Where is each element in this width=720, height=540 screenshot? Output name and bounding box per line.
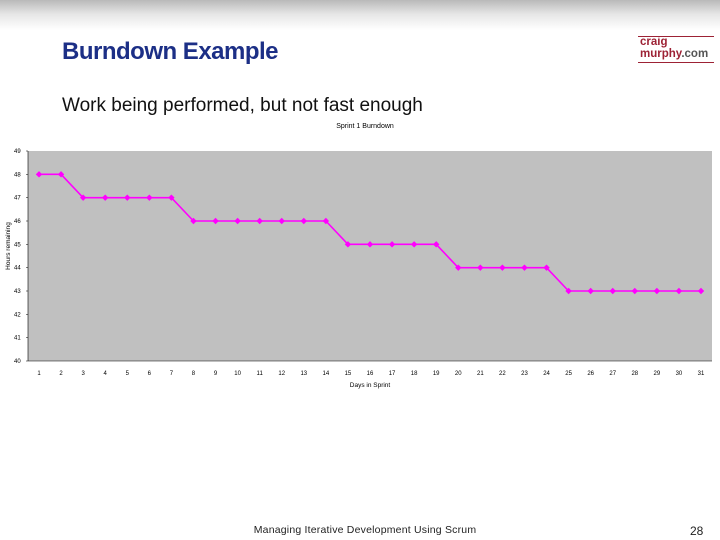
y-tick-label: 48 <box>14 172 21 178</box>
data-point <box>565 287 572 295</box>
x-tick-label: 14 <box>323 371 330 377</box>
logo-suffix: .com <box>681 48 709 60</box>
y-tick-label: 45 <box>14 242 21 248</box>
x-tick-label: 31 <box>698 371 705 377</box>
x-tick-label: 5 <box>126 371 130 377</box>
y-tick-label: 47 <box>14 196 21 202</box>
x-tick-label: 25 <box>565 371 572 377</box>
logo-top-rule <box>638 36 714 37</box>
data-point <box>653 287 661 295</box>
x-axis-title: Days in Sprint <box>350 382 391 389</box>
data-point <box>124 194 131 201</box>
y-tick-label: 44 <box>14 266 21 272</box>
data-point <box>102 194 109 201</box>
plot-area <box>28 151 712 361</box>
data-point <box>631 287 638 295</box>
x-tick-label: 28 <box>631 371 638 377</box>
data-point <box>521 264 528 271</box>
x-tick-label: 6 <box>148 371 152 377</box>
x-tick-label: 22 <box>499 371 506 377</box>
data-point <box>344 241 352 248</box>
x-tick-label: 1 <box>37 371 41 377</box>
y-tick-label: 46 <box>14 219 21 225</box>
data-point <box>675 287 683 295</box>
x-tick-label: 2 <box>59 371 63 377</box>
page-number: 28 <box>690 524 704 538</box>
data-point <box>410 241 418 248</box>
x-tick-label: 30 <box>676 371 683 377</box>
x-tick-label: 24 <box>543 371 550 377</box>
data-point <box>79 194 87 201</box>
x-tick-label: 26 <box>587 371 594 377</box>
data-point <box>477 264 484 271</box>
data-point <box>697 287 705 295</box>
y-tick-label: 43 <box>14 289 21 295</box>
y-tick-label: 42 <box>14 312 21 318</box>
x-tick-label: 27 <box>609 371 616 377</box>
y-tick-label: 49 <box>14 149 21 155</box>
y-axis-title: Hours remaining <box>5 222 12 270</box>
slide-subtitle: Work being performed, but not fast enoug… <box>62 95 423 116</box>
slide-title: Burndown Example <box>62 38 279 65</box>
x-tick-label: 10 <box>234 371 241 377</box>
x-tick-label: 18 <box>411 371 418 377</box>
x-tick-label: 23 <box>521 371 528 377</box>
data-point <box>609 287 616 295</box>
x-tick-label: 19 <box>433 371 440 377</box>
x-tick-label: 20 <box>455 371 462 377</box>
x-tick-label: 21 <box>477 371 484 377</box>
x-tick-label: 3 <box>81 371 85 377</box>
x-tick-label: 16 <box>367 371 374 377</box>
logo-line-2: murphy.com <box>638 48 718 60</box>
x-tick-label: 29 <box>654 371 661 377</box>
data-point <box>366 241 374 248</box>
data-point <box>388 241 396 248</box>
x-tick-label: 11 <box>257 371 264 377</box>
x-tick-label: 7 <box>170 371 174 377</box>
data-point <box>433 241 440 248</box>
data-point <box>57 171 65 178</box>
craigmurphy-logo: craig murphy.com <box>638 36 718 64</box>
logo-name: murphy <box>640 48 682 60</box>
burndown-chart: Sprint 1 Burndown40414243444546474849Hou… <box>5 123 712 389</box>
data-point <box>35 171 43 178</box>
x-tick-label: 12 <box>278 371 285 377</box>
data-point <box>587 287 594 295</box>
data-point <box>543 264 550 271</box>
x-tick-label: 8 <box>192 371 196 377</box>
x-tick-label: 17 <box>389 371 396 377</box>
y-tick-label: 41 <box>14 336 21 342</box>
data-point <box>146 194 153 201</box>
x-tick-label: 9 <box>214 371 218 377</box>
x-tick-label: 13 <box>300 371 307 377</box>
data-point <box>168 194 175 201</box>
y-tick-label: 40 <box>14 359 21 365</box>
x-tick-label: 4 <box>104 371 108 377</box>
logo-line-1: craig <box>640 36 668 48</box>
x-tick-label: 15 <box>345 371 352 377</box>
chart-title: Sprint 1 Burndown <box>336 123 394 130</box>
slide-footer: Managing Iterative Development Using Scr… <box>253 524 477 536</box>
data-point <box>499 264 506 271</box>
logo-bottom-rule <box>638 62 714 63</box>
data-point <box>455 264 462 271</box>
